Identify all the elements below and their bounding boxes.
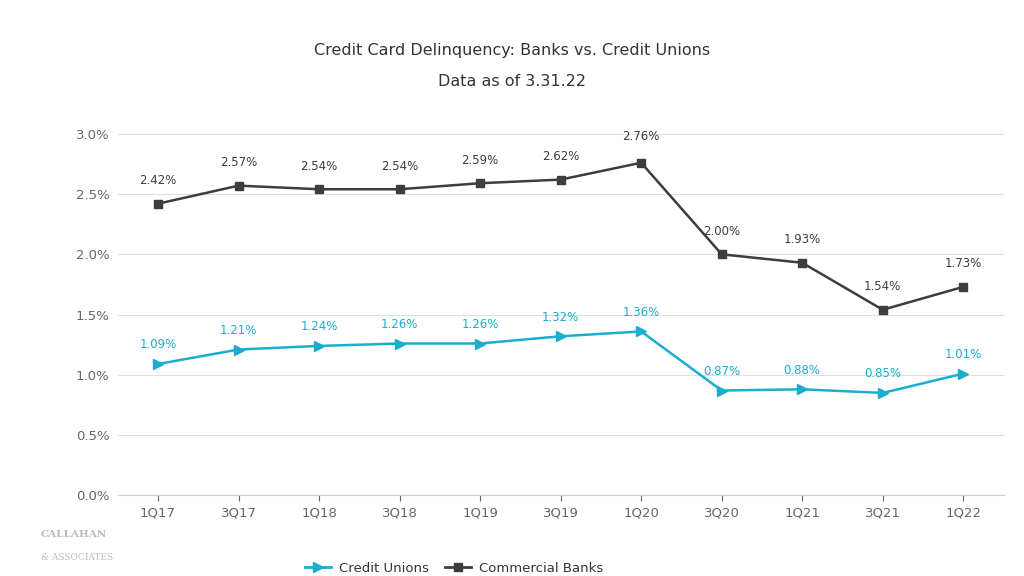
- Text: 2.59%: 2.59%: [462, 154, 499, 166]
- Legend: Credit Unions, Commercial Banks: Credit Unions, Commercial Banks: [300, 557, 609, 576]
- Text: 0.87%: 0.87%: [703, 365, 740, 378]
- Text: 2.00%: 2.00%: [703, 225, 740, 238]
- Text: 2.54%: 2.54%: [381, 160, 418, 173]
- Text: Credit Card Delinquency: Banks vs. Credit Unions: Credit Card Delinquency: Banks vs. Credi…: [314, 43, 710, 58]
- Text: 2.54%: 2.54%: [300, 160, 338, 173]
- Text: 0.88%: 0.88%: [783, 364, 820, 377]
- Text: & ASSOCIATES: & ASSOCIATES: [41, 552, 113, 562]
- Text: 1.73%: 1.73%: [944, 257, 982, 270]
- Text: 1.32%: 1.32%: [542, 311, 580, 324]
- Text: 1.26%: 1.26%: [381, 318, 418, 331]
- Text: 1.21%: 1.21%: [220, 324, 257, 337]
- Text: 1.01%: 1.01%: [944, 348, 982, 361]
- Text: 2.76%: 2.76%: [623, 130, 659, 143]
- Text: 0.85%: 0.85%: [864, 367, 901, 380]
- Text: 1.09%: 1.09%: [139, 339, 177, 351]
- Text: 1.93%: 1.93%: [783, 233, 821, 246]
- Text: 1.54%: 1.54%: [864, 280, 901, 293]
- Text: 1.36%: 1.36%: [623, 306, 659, 319]
- Text: Data as of 3.31.22: Data as of 3.31.22: [438, 74, 586, 89]
- Text: 2.57%: 2.57%: [220, 156, 257, 169]
- Text: 1.24%: 1.24%: [300, 320, 338, 334]
- Text: 1.26%: 1.26%: [462, 318, 499, 331]
- Text: 2.62%: 2.62%: [542, 150, 580, 163]
- Text: 2.42%: 2.42%: [139, 174, 177, 187]
- Text: CALLAHAN: CALLAHAN: [41, 529, 108, 539]
